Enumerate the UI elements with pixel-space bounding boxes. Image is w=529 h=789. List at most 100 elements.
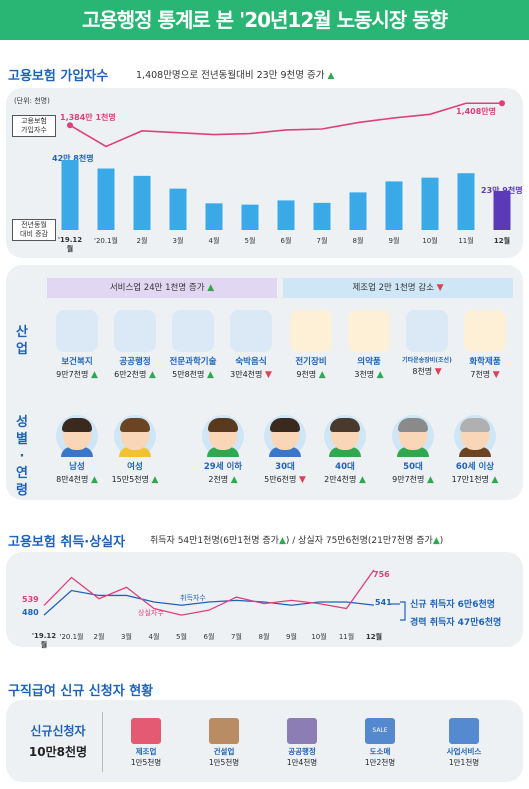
benefit-item: 제조업 1만5천명	[106, 718, 186, 768]
person-avatar-icon	[56, 415, 98, 457]
bar-2	[133, 175, 151, 230]
turnover-month-label-0: '19.12월	[31, 632, 57, 649]
unit-label: (단위: 천명)	[14, 97, 50, 105]
start-loss-label: 539	[22, 595, 39, 604]
crane-icon	[209, 718, 239, 744]
up-arrow-icon: ▲	[358, 475, 366, 485]
gender-age-item: 남성 8만4천명 ▲	[46, 415, 108, 485]
store-icon: SALE	[365, 718, 395, 744]
person-avatar-icon	[202, 415, 244, 457]
lightbulb-icon	[290, 310, 332, 352]
industry-name: 보건복지	[61, 357, 93, 367]
worker-icon	[449, 718, 479, 744]
turnover-summary: 취득자 54만1천명(6만1천명 증가▲) / 상실자 75만6천명(21만7천…	[150, 536, 444, 546]
building-icon	[230, 310, 272, 352]
turnover-month-label-4: 4월	[148, 633, 160, 641]
month-label-8: 8월	[352, 237, 364, 245]
gender-age-name: 60세 이상	[455, 462, 495, 472]
turnover-month-label-10: 10월	[311, 633, 327, 641]
gender-age-item: 29세 이하 2천명 ▲	[192, 415, 254, 485]
up-arrow-icon: ▲	[432, 536, 440, 546]
bar-10	[421, 177, 439, 230]
industry-name: 전기장비	[295, 357, 327, 367]
experienced-acquirer-label: 경력 취득자 47만6천명	[410, 618, 502, 628]
gender-age-name: 여성	[127, 462, 143, 472]
factory-icon	[131, 718, 161, 744]
industry-value: 9천명 ▲	[296, 370, 326, 380]
row-label-insured: 고용보험 가입자수	[12, 115, 56, 137]
gender-age-item: 여성 15만5천명 ▲	[104, 415, 166, 485]
gender-age-label: 성 별 · 연 령	[16, 415, 28, 498]
start-total-label: 1,384만 1천명	[60, 113, 116, 122]
healthcare-icon	[56, 310, 98, 352]
industry-name: 의약품	[357, 357, 381, 367]
gender-age-value: 9만7천명 ▲	[392, 475, 434, 485]
industry-name: 숙박음식	[235, 357, 267, 367]
benefit-item: 사업서비스 1만1천명	[424, 718, 504, 768]
new-acquirer-label: 신규 취득자 6만6천명	[410, 600, 496, 610]
gender-age-item: 30대 5만6천명 ▼	[254, 415, 316, 485]
benefit-divider	[102, 712, 103, 772]
gender-age-name: 30대	[275, 462, 295, 472]
industry-item: 화학제품 7천명 ▼	[454, 310, 516, 380]
gender-age-item: 40대 2만4천명 ▲	[314, 415, 376, 485]
document-icon	[114, 310, 156, 352]
month-label-10: 10월	[422, 237, 438, 245]
turnover-month-label-12: 12월	[365, 633, 383, 641]
turnover-chart	[43, 569, 406, 621]
start-change-label: 42만 8천명	[52, 154, 94, 163]
insured-chart	[61, 100, 511, 230]
industry-value: 6만2천명 ▲	[114, 370, 156, 380]
turnover-month-label-9: 9월	[286, 633, 297, 641]
up-arrow-icon: ▲	[90, 370, 98, 380]
benefit-value: 1만5천명	[208, 758, 240, 767]
month-label-0: '19.12월	[57, 236, 83, 253]
benefit-total: 신규신청자 10만8천명	[28, 724, 88, 759]
turnover-month-label-3: 3월	[121, 633, 132, 641]
bar-6	[277, 200, 295, 230]
gender-age-item: 50대 9만7천명 ▲	[382, 415, 444, 485]
benefit-panel	[6, 700, 523, 782]
month-label-2: 2월	[136, 237, 148, 245]
insured-summary: 1,408만명으로 전년동월대비 23만 9천명 증가 ▲	[136, 70, 335, 81]
bar-0	[61, 160, 79, 230]
turnover-month-label-7: 7월	[231, 633, 242, 641]
benefit-value: 1만1천명	[448, 758, 480, 767]
industry-item: 의약품 3천명 ▲	[338, 310, 400, 380]
flask-icon	[464, 310, 506, 352]
turnover-month-label-2: 2월	[93, 633, 105, 641]
month-label-3: 3월	[172, 237, 184, 245]
gender-age-name: 남성	[69, 462, 85, 472]
benefit-name: 사업서비스	[446, 747, 482, 756]
month-label-6: 6월	[280, 237, 292, 245]
turnover-month-label-5: 5월	[176, 633, 187, 641]
ship-icon	[406, 310, 448, 352]
industry-item: 전기장비 9천명 ▲	[280, 310, 342, 380]
up-arrow-icon: ▲	[230, 475, 238, 485]
industry-item: 보건복지 9만7천명 ▲	[46, 310, 108, 380]
industry-value: 7천명 ▼	[470, 370, 500, 380]
gender-age-name: 40대	[335, 462, 355, 472]
month-label-1: '20.1월	[94, 237, 118, 245]
start-gain-label: 480	[22, 608, 39, 617]
industry-name: 공공행정	[119, 357, 151, 367]
breakdown-panel	[6, 265, 523, 500]
gender-age-value: 15만5천명 ▲	[111, 475, 159, 485]
turnover-line-0	[43, 589, 375, 616]
bar-9	[385, 181, 403, 230]
page-header: 고용행정 통계로 본 '20년12월 노동시장 동향	[0, 0, 529, 40]
benefit-title: 구직급여 신규 신청자 현황	[8, 684, 154, 699]
loss-line-label: 상실자수	[138, 609, 164, 617]
benefit-name: 도소매	[369, 747, 391, 756]
industry-item: 기타운송장비(조선) 8천명 ▼	[396, 310, 458, 377]
benefit-value: 1만5천명	[130, 758, 162, 767]
end-change-label: 23만 9천명	[481, 186, 523, 195]
benefit-item: 공공행정 1만4천명	[262, 718, 342, 768]
row-label-change: 전년동월 대비 증감	[12, 219, 56, 241]
industry-value: 8천명 ▼	[412, 367, 442, 377]
turnover-panel	[6, 552, 523, 647]
bar-5	[241, 204, 259, 230]
bar-8	[349, 192, 367, 230]
insured-title: 고용보험 가입자수	[8, 69, 109, 84]
